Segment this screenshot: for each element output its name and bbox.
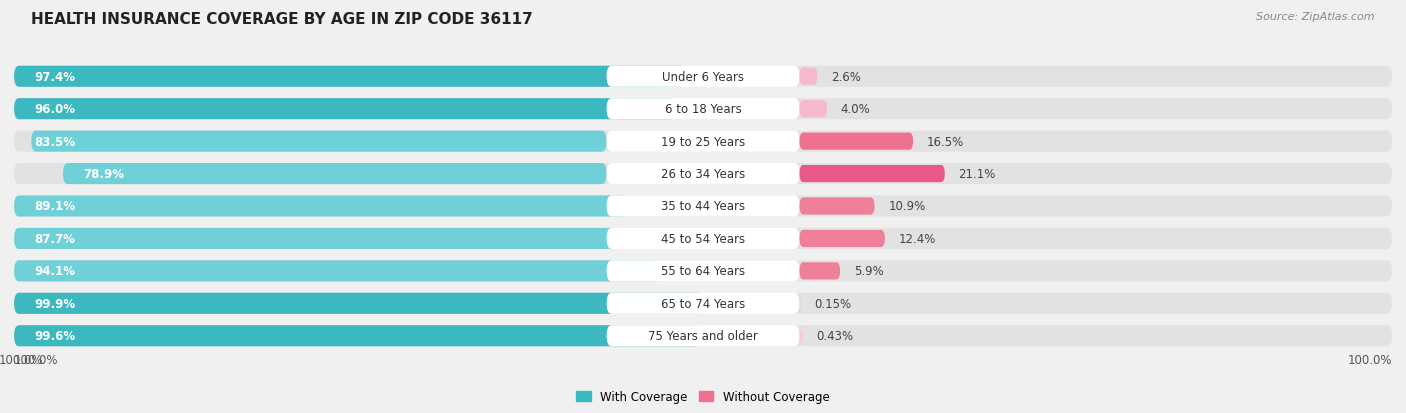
FancyBboxPatch shape [606,293,800,314]
Text: 26 to 34 Years: 26 to 34 Years [661,168,745,180]
Text: 35 to 44 Years: 35 to 44 Years [661,200,745,213]
Text: 12.4%: 12.4% [898,233,936,245]
FancyBboxPatch shape [606,131,800,152]
FancyBboxPatch shape [14,196,1392,217]
FancyBboxPatch shape [606,196,800,217]
Text: 100.0%: 100.0% [1347,353,1392,366]
FancyBboxPatch shape [800,166,945,183]
Text: 16.5%: 16.5% [927,135,965,148]
FancyBboxPatch shape [14,228,619,249]
FancyBboxPatch shape [14,99,1392,120]
FancyBboxPatch shape [63,164,606,185]
Text: 83.5%: 83.5% [35,135,76,148]
Text: 21.1%: 21.1% [959,168,995,180]
Text: 96.0%: 96.0% [35,103,76,116]
FancyBboxPatch shape [800,230,884,247]
Text: 100.0%: 100.0% [0,353,44,366]
Text: 100.0%: 100.0% [14,353,59,366]
FancyBboxPatch shape [799,328,803,344]
FancyBboxPatch shape [14,66,1392,88]
Legend: With Coverage, Without Coverage: With Coverage, Without Coverage [572,385,834,408]
FancyBboxPatch shape [606,325,800,347]
FancyBboxPatch shape [800,198,875,215]
FancyBboxPatch shape [800,101,827,118]
Text: 75 Years and older: 75 Years and older [648,330,758,342]
Text: 4.0%: 4.0% [841,103,870,116]
FancyBboxPatch shape [14,325,700,347]
Text: HEALTH INSURANCE COVERAGE BY AGE IN ZIP CODE 36117: HEALTH INSURANCE COVERAGE BY AGE IN ZIP … [31,12,533,27]
Text: 2.6%: 2.6% [831,71,860,83]
Text: 5.9%: 5.9% [853,265,883,278]
Text: 10.9%: 10.9% [889,200,925,213]
FancyBboxPatch shape [800,133,912,150]
Text: 65 to 74 Years: 65 to 74 Years [661,297,745,310]
FancyBboxPatch shape [606,99,800,120]
Text: 94.1%: 94.1% [35,265,76,278]
FancyBboxPatch shape [606,261,800,282]
FancyBboxPatch shape [606,228,800,249]
FancyBboxPatch shape [14,196,628,217]
FancyBboxPatch shape [606,164,800,185]
Text: 78.9%: 78.9% [83,168,125,180]
Text: 99.9%: 99.9% [35,297,76,310]
FancyBboxPatch shape [14,261,662,282]
FancyBboxPatch shape [14,131,1392,152]
FancyBboxPatch shape [14,325,1392,347]
Text: Under 6 Years: Under 6 Years [662,71,744,83]
Text: 97.4%: 97.4% [35,71,76,83]
Text: 6 to 18 Years: 6 to 18 Years [665,103,741,116]
Text: Source: ZipAtlas.com: Source: ZipAtlas.com [1257,12,1375,22]
Text: 45 to 54 Years: 45 to 54 Years [661,233,745,245]
FancyBboxPatch shape [14,99,675,120]
FancyBboxPatch shape [31,131,606,152]
FancyBboxPatch shape [14,228,1392,249]
FancyBboxPatch shape [797,295,803,312]
Text: 19 to 25 Years: 19 to 25 Years [661,135,745,148]
FancyBboxPatch shape [800,69,817,85]
Text: 0.15%: 0.15% [814,297,852,310]
Text: 89.1%: 89.1% [35,200,76,213]
FancyBboxPatch shape [800,263,841,280]
Text: 99.6%: 99.6% [35,330,76,342]
Text: 0.43%: 0.43% [817,330,853,342]
FancyBboxPatch shape [606,66,800,88]
Text: 87.7%: 87.7% [35,233,76,245]
FancyBboxPatch shape [14,164,1392,185]
FancyBboxPatch shape [14,66,685,88]
FancyBboxPatch shape [14,293,1392,314]
Text: 55 to 64 Years: 55 to 64 Years [661,265,745,278]
FancyBboxPatch shape [14,261,1392,282]
FancyBboxPatch shape [14,293,703,314]
